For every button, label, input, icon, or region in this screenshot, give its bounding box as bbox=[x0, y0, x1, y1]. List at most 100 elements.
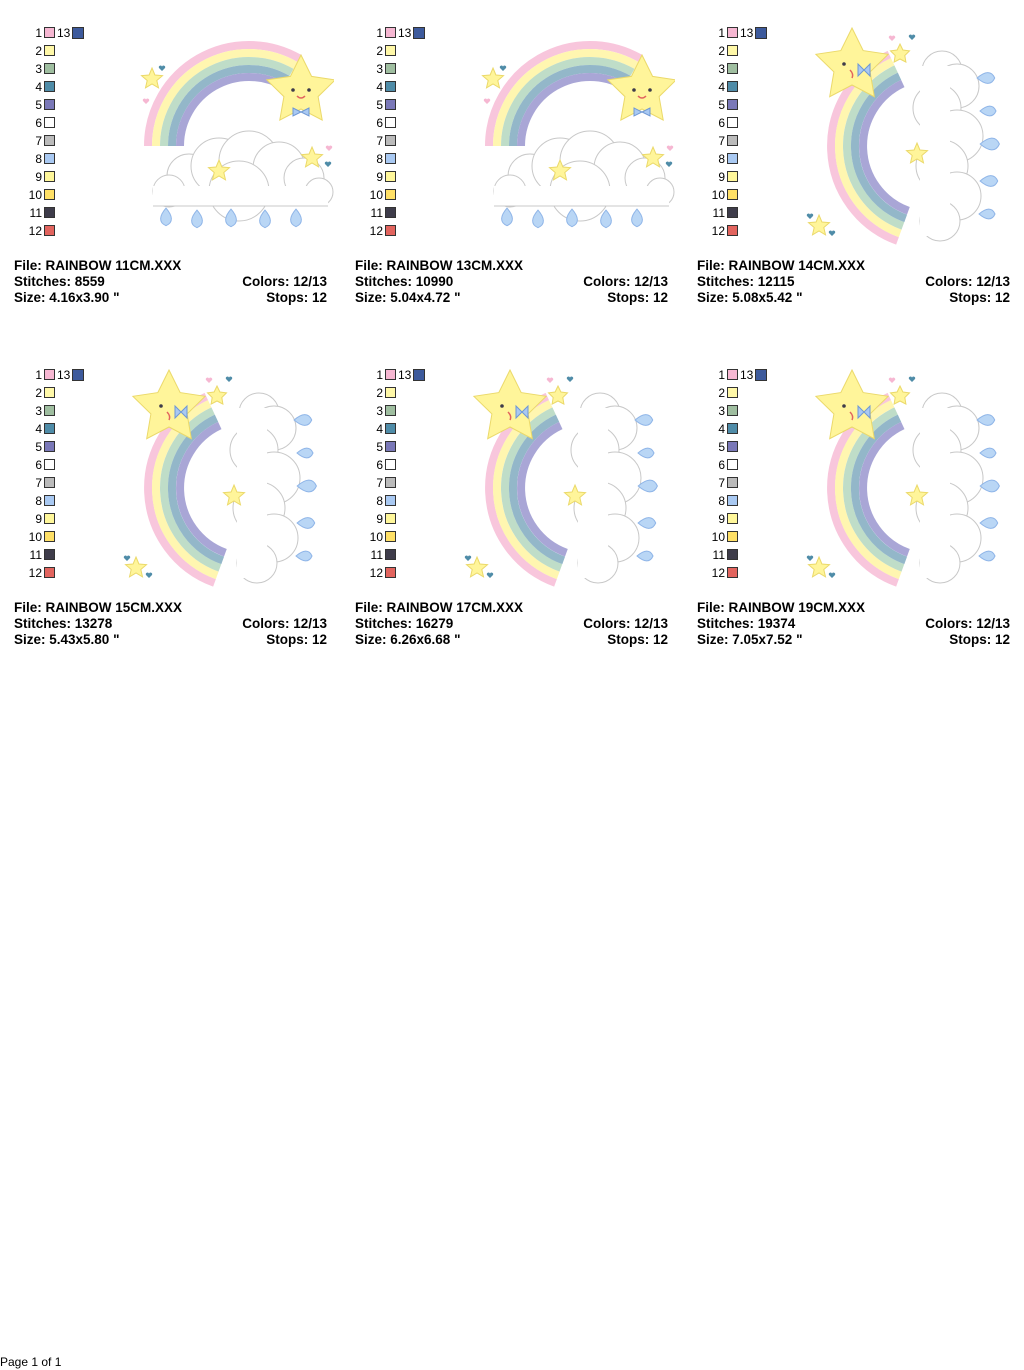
palette-row: 6 bbox=[697, 458, 757, 472]
heart-icon bbox=[806, 555, 814, 561]
palette-number: 2 bbox=[718, 44, 725, 58]
star-mouth bbox=[166, 411, 171, 421]
heart-icon bbox=[158, 65, 166, 71]
bow-icon bbox=[515, 404, 529, 420]
palette-row: 3 bbox=[355, 404, 415, 418]
small-star-icon bbox=[563, 483, 587, 506]
rainbow-band bbox=[517, 421, 568, 557]
palette-row: 3 bbox=[355, 62, 415, 76]
heart-icon bbox=[908, 376, 916, 382]
file-name: File: RAINBOW 19CM.XXX bbox=[697, 600, 866, 615]
palette-row: 8 bbox=[697, 152, 757, 166]
palette-row: 1 13 bbox=[355, 368, 425, 382]
palette-number-extra: 13 bbox=[398, 26, 412, 40]
palette-number: 11 bbox=[29, 206, 42, 220]
color-swatch-extra bbox=[413, 27, 425, 39]
raindrop bbox=[979, 137, 1000, 151]
heart-icon bbox=[806, 213, 814, 219]
star-face-icon bbox=[606, 53, 675, 122]
design-preview bbox=[806, 26, 1000, 245]
palette-row: 10 bbox=[697, 188, 757, 202]
bow-icon bbox=[857, 404, 871, 420]
palette-row: 9 bbox=[14, 512, 74, 526]
color-swatch bbox=[727, 387, 738, 398]
small-star-icon bbox=[905, 141, 929, 164]
star-eye bbox=[842, 62, 846, 66]
color-swatch-extra bbox=[413, 369, 425, 381]
palette-number: 1 bbox=[718, 368, 725, 382]
palette-row: 4 bbox=[697, 80, 757, 94]
palette-row: 12 bbox=[14, 224, 74, 238]
small-star-icon bbox=[641, 145, 665, 168]
design-size: Size: 5.43x5.80 " bbox=[14, 632, 120, 647]
palette-row: 7 bbox=[14, 134, 74, 148]
design-card: 1 13 2 3 4 5 6 7 8 9 10 11 12 File: RAINBOW 11CM.XXX S… bbox=[14, 26, 334, 316]
design-card: 1 13 2 3 4 5 6 7 8 9 10 11 12 File: RAINBOW 17CM.XXX S… bbox=[355, 368, 675, 658]
color-swatch bbox=[44, 495, 55, 506]
color-swatch bbox=[727, 135, 738, 146]
palette-number: 11 bbox=[370, 206, 383, 220]
raindrop bbox=[501, 207, 513, 227]
stop-count: Stops: 12 bbox=[266, 290, 327, 305]
rainbow-band bbox=[859, 421, 910, 557]
heart-icon bbox=[828, 572, 836, 578]
palette-row: 5 bbox=[355, 98, 415, 112]
palette-number: 11 bbox=[712, 548, 725, 562]
palette-number: 4 bbox=[718, 422, 725, 436]
palette-number: 2 bbox=[376, 44, 383, 58]
palette-number: 4 bbox=[35, 80, 42, 94]
color-swatch bbox=[385, 153, 396, 164]
raindrop bbox=[634, 414, 654, 426]
palette-number: 6 bbox=[35, 116, 42, 130]
color-count: Colors: 12/13 bbox=[583, 616, 668, 631]
color-swatch bbox=[727, 513, 738, 524]
raindrop bbox=[979, 175, 999, 187]
palette-number: 9 bbox=[35, 170, 42, 184]
color-swatch bbox=[385, 207, 396, 218]
palette-number: 8 bbox=[376, 152, 383, 166]
star-face-icon bbox=[814, 368, 890, 440]
palette-number-extra: 13 bbox=[57, 26, 71, 40]
design-card: 1 13 2 3 4 5 6 7 8 9 10 11 12 File: RAINBOW 19CM.XXX S… bbox=[697, 368, 1017, 658]
palette-number: 12 bbox=[28, 224, 42, 238]
small-star-icon bbox=[548, 158, 572, 181]
color-swatch bbox=[727, 477, 738, 488]
color-swatch bbox=[44, 45, 55, 56]
raindrop bbox=[532, 209, 544, 229]
color-swatch bbox=[44, 135, 55, 146]
color-swatch bbox=[44, 369, 55, 380]
heart-icon bbox=[665, 161, 673, 167]
palette-row: 2 bbox=[355, 44, 415, 58]
palette-row: 5 bbox=[14, 440, 74, 454]
palette-row: 10 bbox=[355, 188, 415, 202]
palette-row: 12 bbox=[355, 224, 415, 238]
palette-number: 9 bbox=[376, 512, 383, 526]
palette-number: 5 bbox=[376, 440, 383, 454]
star-mouth bbox=[849, 411, 854, 421]
color-swatch bbox=[385, 81, 396, 92]
star-eye bbox=[648, 88, 652, 92]
design-card: 1 13 2 3 4 5 6 7 8 9 10 11 12 File: RAINBOW 14CM.XXX S… bbox=[697, 26, 1017, 316]
palette-row: 4 bbox=[355, 422, 415, 436]
heart-icon bbox=[145, 572, 153, 578]
palette-number: 3 bbox=[35, 62, 42, 76]
heart-icon bbox=[666, 145, 674, 151]
design-card: 1 13 2 3 4 5 6 7 8 9 10 11 12 File: RAINBOW 13CM.XXX S… bbox=[355, 26, 675, 316]
color-swatch bbox=[44, 405, 55, 416]
palette-row: 10 bbox=[14, 188, 74, 202]
palette-number: 7 bbox=[376, 476, 383, 490]
color-swatch bbox=[385, 387, 396, 398]
star-eye bbox=[842, 404, 846, 408]
color-swatch bbox=[385, 117, 396, 128]
design-preview bbox=[464, 368, 658, 587]
palette-number: 12 bbox=[28, 566, 42, 580]
palette-row: 8 bbox=[355, 152, 415, 166]
palette-number: 10 bbox=[711, 530, 725, 544]
heart-icon bbox=[325, 145, 333, 151]
small-star-icon bbox=[465, 555, 489, 578]
star-eye bbox=[291, 88, 295, 92]
palette-row: 7 bbox=[14, 476, 74, 490]
design-size: Size: 5.04x4.72 " bbox=[355, 290, 461, 305]
palette-row: 2 bbox=[355, 386, 415, 400]
palette-number: 2 bbox=[35, 44, 42, 58]
